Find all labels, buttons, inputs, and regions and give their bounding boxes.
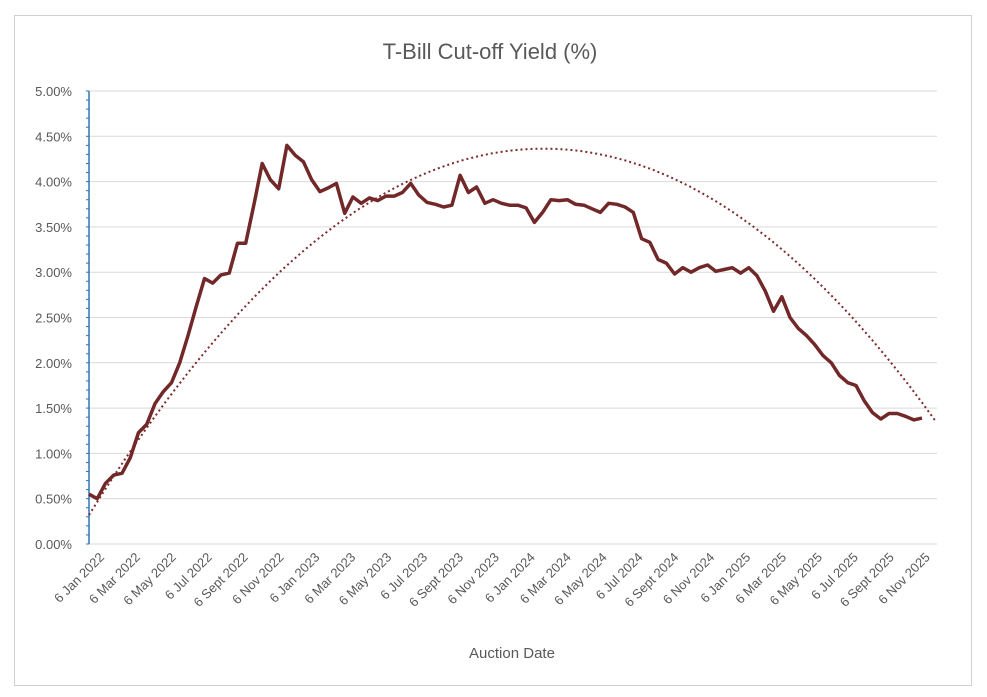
axes — [86, 90, 937, 545]
series-line — [88, 143, 923, 501]
gridlines — [89, 90, 937, 500]
y-tick-label: 4.00% — [35, 175, 72, 190]
y-tick-label: 1.00% — [35, 446, 72, 461]
y-tick-label: 5.00% — [35, 84, 72, 99]
y-tick-label: 2.00% — [35, 356, 72, 371]
chart-frame — [14, 15, 972, 686]
chart-title: T-Bill Cut-off Yield (%) — [383, 39, 598, 64]
y-tick-label: 3.50% — [35, 220, 72, 235]
y-tick-label: 1.50% — [35, 401, 72, 416]
trendline — [88, 147, 937, 516]
y-tick-label: 2.50% — [35, 311, 72, 326]
y-tick-label: 0.00% — [35, 537, 72, 552]
y-tick-label: 3.00% — [35, 265, 72, 280]
y-tick-label: 0.50% — [35, 492, 72, 507]
y-tick-label: 4.50% — [35, 129, 72, 144]
y-axis-ticks: 0.00% 0.50% 1.00% 1.50% 2.00% 2.50% 3.00% 3.50%… — [35, 84, 72, 552]
x-axis-title: Auction Date — [469, 645, 555, 662]
